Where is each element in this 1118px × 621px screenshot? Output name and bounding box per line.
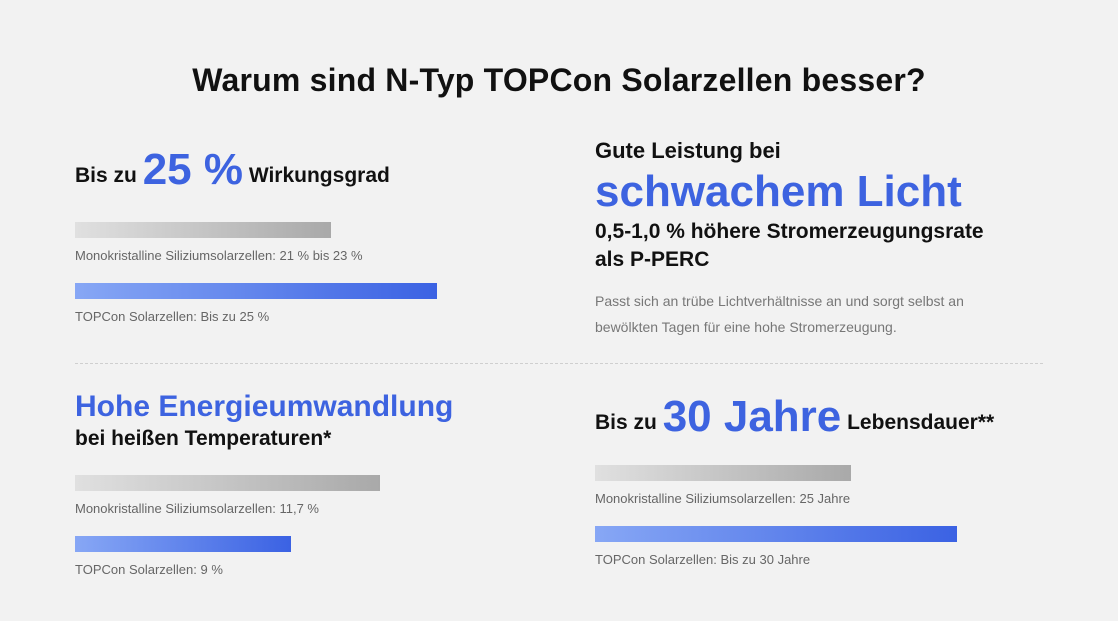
efficiency-mono-label: Monokristalline Siliziumsolarzellen: 21 … [75,248,363,263]
temperature-highlight: Hohe Energieumwandlung [75,390,454,423]
lifetime-prefix: Bis zu [595,411,657,434]
temperature-mono-bar [75,475,380,491]
lifetime-suffix: Lebensdauer** [847,411,995,434]
temperature-topcon-bar [75,536,291,552]
temperature-topcon-label: TOPCon Solarzellen: 9 % [75,562,223,577]
lifetime-value: 30 Jahre [662,392,842,441]
temperature-mono-label: Monokristalline Siliziumsolarzellen: 11,… [75,501,319,516]
low-light-desc-line2: bewölkten Tagen für eine hohe Stromerzeu… [595,318,897,335]
efficiency-prefix: Bis zu [75,164,137,187]
section-divider [75,363,1043,364]
low-light-highlight: schwachem Licht [595,167,962,216]
low-light-rate: 0,5-1,0 % höhere Stromerzeugungsrate als… [595,218,1055,275]
temperature-subtitle: bei heißen Temperaturen* [75,427,332,450]
efficiency-topcon-bar [75,283,437,299]
low-light-rate-line2: als P-PERC [595,248,710,272]
low-light-intro: Gute Leistung bei [595,138,781,163]
lifetime-mono-bar [595,465,851,481]
lifetime-headline: Bis zu 30 Jahre Lebensdauer** [595,395,1055,439]
low-light-section: Gute Leistung bei schwachem Licht 0,5-1,… [595,138,1055,340]
efficiency-suffix: Wirkungsgrad [248,164,390,187]
efficiency-value: 25 % [142,145,243,194]
lifetime-mono-label: Monokristalline Siliziumsolarzellen: 25 … [595,491,851,506]
efficiency-section: Bis zu 25 % Wirkungsgrad Monokristalline… [75,140,535,324]
efficiency-headline: Bis zu 25 % Wirkungsgrad [75,148,535,192]
lifetime-section: Bis zu 30 Jahre Lebensdauer** Monokrista… [595,395,1055,567]
low-light-description: Passt sich an trübe Lichtverhältnisse an… [595,289,1055,341]
low-light-desc-line1: Passt sich an trübe Lichtverhältnisse an… [595,292,964,309]
low-light-rate-line1: 0,5-1,0 % höhere Stromerzeugungsrate [595,220,984,243]
page-title: Warum sind N-Typ TOPCon Solarzellen bess… [192,62,926,98]
lifetime-topcon-label: TOPCon Solarzellen: Bis zu 30 Jahre [595,552,811,567]
efficiency-topcon-label: TOPCon Solarzellen: Bis zu 25 % [75,309,270,324]
lifetime-topcon-bar [595,526,957,542]
temperature-section: Hohe Energieumwandlung bei heißen Temper… [75,390,535,577]
efficiency-mono-bar [75,222,331,238]
